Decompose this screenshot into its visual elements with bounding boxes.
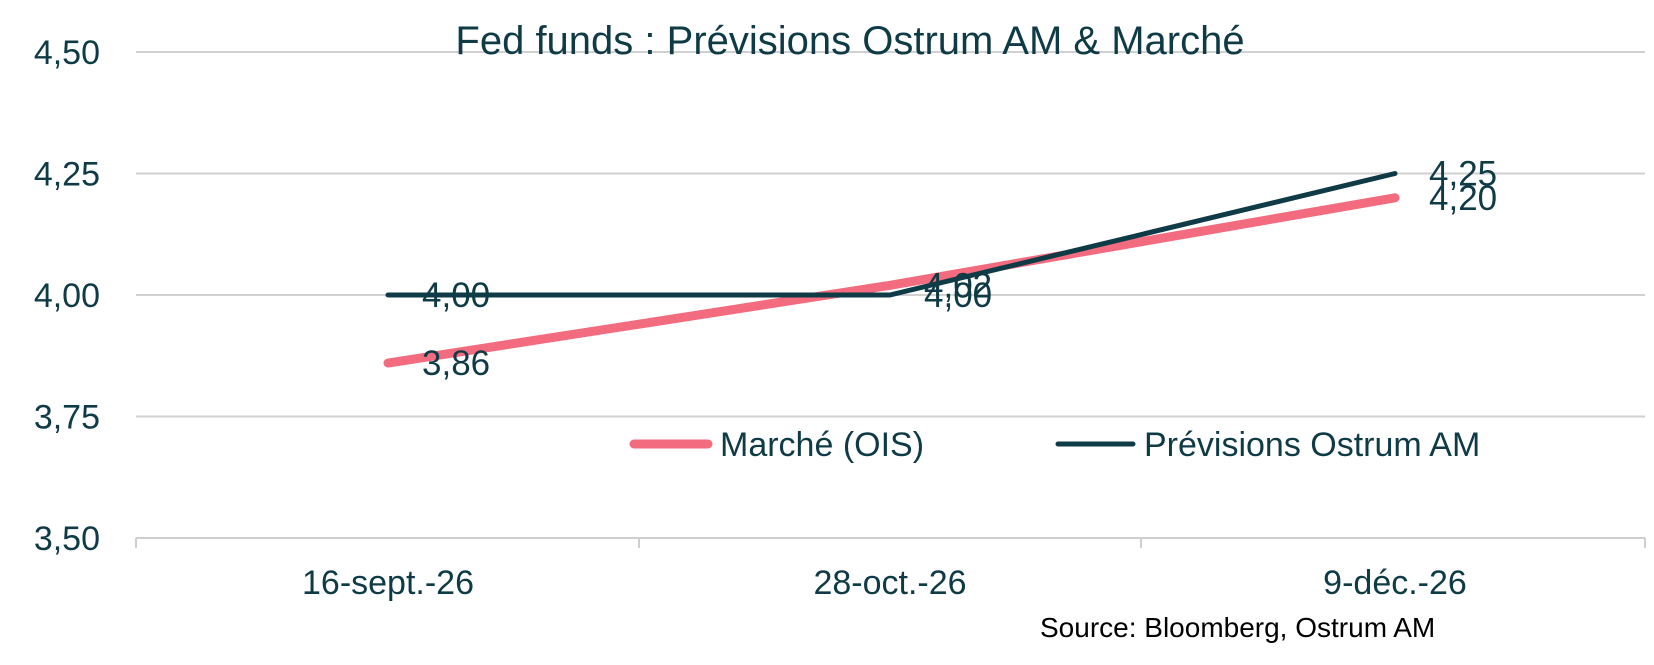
data-label: 4,00 <box>924 276 992 315</box>
data-label: 4,02 <box>924 266 992 305</box>
data-label: 4,00 <box>422 276 490 315</box>
y-axis: 3,50 3,75 4,00 4,25 4,50 <box>34 34 100 558</box>
series-lines <box>383 171 1400 368</box>
x-tick-label: 9-déc.-26 <box>1323 564 1467 602</box>
y-tick-label: 4,50 <box>34 34 100 72</box>
legend: Marché (OIS) Prévisions Ostrum AM <box>629 426 1480 464</box>
y-tick-label: 3,50 <box>34 520 100 558</box>
series-line <box>383 193 1400 368</box>
x-axis: 16-sept.-26 28-oct.-26 9-déc.-26 <box>135 537 1646 602</box>
data-label: 4,25 <box>1429 155 1497 194</box>
x-tick-label: 28-oct.-26 <box>813 564 966 602</box>
data-labels: 3,86 4,02 4,20 4,00 4,00 4,25 <box>422 155 1497 384</box>
source-note: Source: Bloomberg, Ostrum AM <box>1040 612 1435 643</box>
data-label: 4,20 <box>1429 179 1497 218</box>
y-tick-label: 4,00 <box>34 277 100 315</box>
grid-lines <box>136 51 1645 418</box>
y-tick-label: 3,75 <box>34 399 100 437</box>
chart-title: Fed funds : Prévisions Ostrum AM & March… <box>455 19 1244 63</box>
data-label: 3,86 <box>422 344 490 383</box>
y-tick-label: 4,25 <box>34 156 100 194</box>
legend-label: Prévisions Ostrum AM <box>1144 426 1480 464</box>
x-tick-label: 16-sept.-26 <box>302 564 474 602</box>
legend-label: Marché (OIS) <box>720 426 924 464</box>
series-line <box>385 171 1398 298</box>
